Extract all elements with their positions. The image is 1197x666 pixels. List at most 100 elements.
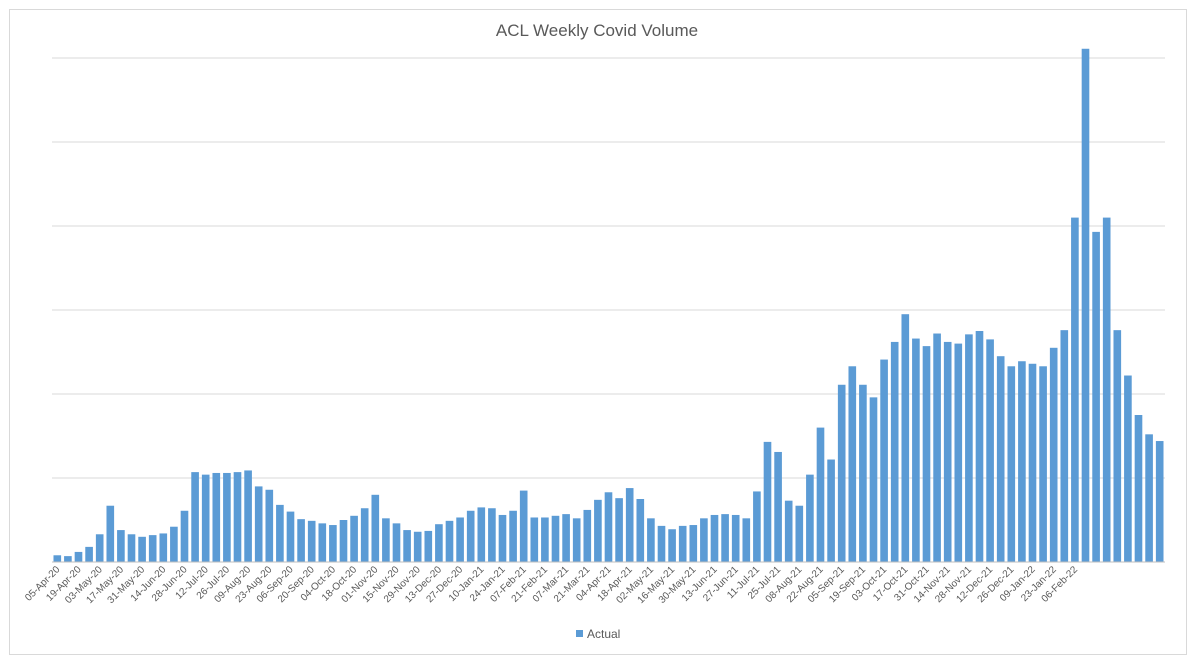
bar: [668, 529, 676, 562]
bar: [572, 518, 581, 562]
bar: [318, 523, 327, 562]
bar: [943, 341, 952, 562]
bar: [466, 510, 475, 562]
bar: [191, 472, 199, 562]
bar: [816, 427, 825, 562]
bar: [615, 498, 623, 562]
bar: [382, 518, 390, 562]
bar: [488, 508, 496, 562]
bar: [551, 515, 560, 562]
bar: [710, 514, 719, 562]
bar: [360, 508, 369, 562]
bar: [753, 491, 761, 562]
bar: [689, 525, 698, 562]
bars: [53, 48, 1164, 562]
bar: [880, 359, 888, 562]
bar: [636, 499, 645, 562]
bar: [329, 525, 337, 562]
bar: [1018, 361, 1026, 562]
bar: [276, 504, 284, 562]
bar: [1060, 330, 1069, 562]
chart-title: ACL Weekly Covid Volume: [496, 21, 698, 40]
bar: [265, 489, 274, 562]
bar: [53, 555, 62, 562]
bar: [1092, 231, 1100, 562]
bar: [721, 514, 729, 562]
bar: [254, 486, 263, 562]
bar: [223, 472, 231, 562]
bar: [594, 499, 602, 562]
bar: [456, 517, 464, 562]
bar: [1155, 441, 1164, 562]
bar: [965, 334, 973, 562]
bar: [901, 314, 910, 562]
bar: [996, 356, 1005, 562]
bar: [562, 514, 570, 562]
bar: [912, 338, 920, 562]
bar: [625, 488, 634, 562]
bar: [392, 523, 401, 562]
bar: [159, 533, 168, 562]
bar: [604, 492, 613, 562]
bar: [806, 474, 814, 562]
bar: [180, 510, 189, 562]
bar: [986, 339, 994, 562]
legend: Actual: [576, 627, 620, 641]
bar: [837, 384, 846, 562]
bar: [445, 520, 454, 562]
bar: [1028, 363, 1037, 562]
bar: [170, 526, 178, 562]
bar: [890, 341, 899, 562]
bar: [541, 517, 549, 562]
bar: [201, 474, 210, 562]
bar: [954, 343, 963, 562]
bar: [85, 546, 93, 562]
bar: [583, 509, 592, 562]
bar: [212, 472, 221, 562]
bar: [657, 525, 666, 562]
bar: [413, 531, 422, 562]
bar: [403, 530, 411, 562]
bar: [530, 517, 539, 562]
bar: [339, 520, 348, 562]
bar: [647, 518, 655, 562]
bar: [244, 470, 252, 562]
bar: [774, 451, 782, 562]
bar: [509, 510, 517, 562]
bar: [869, 397, 878, 562]
bar: [1081, 48, 1090, 562]
bar: [933, 333, 941, 562]
bar: [731, 514, 740, 562]
bar: [859, 384, 867, 562]
bar: [742, 518, 751, 562]
x-tick-labels: 05-Apr-2019-Apr-2003-May-2017-May-2031-M…: [23, 564, 1080, 606]
bar: [1102, 217, 1111, 562]
bar: [795, 505, 804, 562]
legend-swatch-actual: [576, 630, 583, 637]
bar: [435, 524, 443, 562]
bar: [498, 514, 507, 562]
bar: [350, 515, 358, 562]
bar: [784, 500, 793, 562]
bar: [763, 441, 772, 562]
bar: [1007, 366, 1016, 562]
bar: [127, 534, 136, 562]
bar: [1039, 366, 1047, 562]
bar: [678, 525, 687, 562]
bar: [371, 494, 380, 562]
bar: [1134, 415, 1143, 562]
legend-label-actual: Actual: [587, 627, 620, 641]
bar: [848, 366, 857, 562]
bar: [286, 511, 295, 562]
bar: [477, 507, 486, 562]
bar: [74, 551, 83, 562]
bar: [1113, 330, 1122, 562]
bar: [297, 519, 305, 562]
bar: [106, 505, 115, 562]
bar: [307, 520, 316, 562]
bar: [975, 331, 984, 562]
bar: [1049, 347, 1058, 562]
bar: [827, 459, 835, 562]
